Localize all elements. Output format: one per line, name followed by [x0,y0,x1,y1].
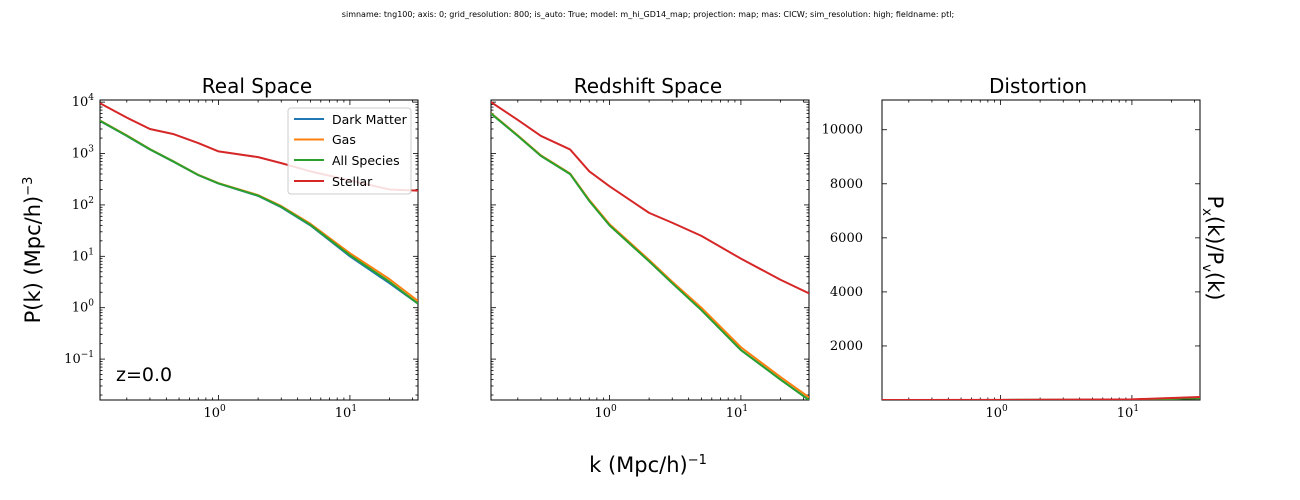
legend-label-all-species: All Species [332,153,400,168]
panel-title-real-space: Real Space [202,74,312,98]
ticks [491,100,809,400]
axes-frame [99,99,419,401]
series-line-all-species [491,112,809,400]
panel-title-redshift-space: Redshift Space [574,74,723,98]
series-group [491,101,809,400]
y-tick-label: 102 [72,196,94,213]
x-tick-label: 100 [985,404,1008,421]
y-tick-label: 104 [72,93,95,110]
series-group [882,396,1200,400]
ticks [882,100,1200,400]
x-tick-label: 101 [1117,404,1139,421]
ticks [100,100,418,400]
x-axis-label: k (Mpc/h)−1 [589,453,707,477]
legend: Dark Matter Gas All Species Stellar [287,107,412,195]
x-tick-label: 100 [203,404,226,421]
y-tick-label: 4000 [830,285,863,300]
suptitle: simname: tng100; axis: 0; grid_resolutio… [342,10,954,19]
y-tick-label: 2000 [830,339,863,354]
x-tick-label: 101 [726,404,748,421]
y-tick-label: 8000 [830,177,863,192]
legend-label-stellar: Stellar [332,174,373,189]
x-tick-label: 100 [594,404,617,421]
panel-title-distortion: Distortion [989,74,1087,98]
plot-distortion: 100 101 2000 4000 6000 8000 10000 [822,99,1201,421]
series-line-gas [491,112,809,399]
series-line-stellar [491,101,809,295]
y-tick-label: 10−1 [64,350,94,367]
y-tick-label: 6000 [830,231,863,246]
y-tick-label: 100 [72,299,95,316]
axes-frame [881,99,1201,401]
y-axis-label: P(k) (Mpc/h)−3 [21,177,45,324]
y-tick-label: 103 [72,145,95,162]
series-line-stellar [882,396,1200,400]
redshift-annotation: z=0.0 [116,364,172,386]
legend-box [287,107,412,195]
series-line-dark-matter [491,112,809,400]
x-tick-label: 101 [335,404,357,421]
axes-frame [490,99,810,401]
ratio-axis-label: Px(k)/Pv(k) [1199,196,1227,301]
y-tick-label: 10000 [822,123,863,138]
plot-redshift-space: 100 101 [490,99,810,421]
legend-label-gas: Gas [332,132,356,147]
series-line-all-species [100,119,418,305]
y-tick-label: 101 [72,247,94,264]
legend-label-dark-matter: Dark Matter [332,112,408,127]
